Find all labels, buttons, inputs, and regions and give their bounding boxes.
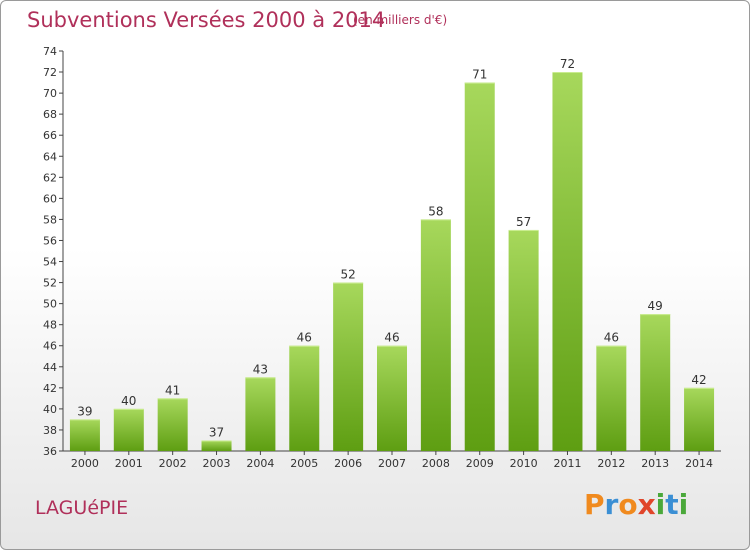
bar-value-label: 71 (472, 68, 487, 82)
y-tick-label: 68 (43, 108, 57, 121)
bar (157, 398, 188, 451)
y-tick-label: 36 (43, 445, 57, 458)
x-tick-label: 2014 (685, 457, 713, 470)
bar (333, 282, 364, 451)
bar (69, 419, 100, 451)
x-tick-label: 2005 (290, 457, 318, 470)
x-tick-label: 2013 (641, 457, 669, 470)
y-tick-label: 56 (43, 234, 57, 247)
chart-bars: 39 40 41 37 43 46 52 46 58 71 57 72 46 49 42 (69, 57, 715, 451)
x-tick-label: 2003 (203, 457, 231, 470)
x-tick-label: 2006 (334, 457, 362, 470)
chart-title: Subventions Versées 2000 à 2014 (27, 8, 386, 32)
bar-value-label: 40 (121, 394, 136, 408)
bar-value-label: 57 (516, 215, 531, 229)
bar (640, 314, 671, 451)
y-tick-label: 74 (43, 45, 57, 58)
commune-name: LAGUéPIE (35, 497, 129, 519)
bar-value-label: 41 (165, 383, 180, 397)
bar (596, 345, 627, 451)
bar-value-label: 72 (560, 57, 575, 71)
y-tick-label: 44 (43, 361, 57, 374)
y-tick-label: 42 (43, 382, 57, 395)
bar (552, 72, 583, 451)
y-tick-label: 50 (43, 298, 57, 311)
chart-axes: 36 38 40 42 44 46 48 50 52 54 56 58 60 62 64 66 68 70 72 74… (43, 45, 721, 470)
bar-value-label: 42 (691, 373, 706, 387)
bar-value-label: 52 (340, 268, 355, 282)
y-tick-label: 60 (43, 192, 57, 205)
x-tick-label: 2000 (71, 457, 99, 470)
bar-value-label: 46 (384, 331, 399, 345)
x-tick-label: 2012 (597, 457, 625, 470)
bar-value-label: 46 (297, 331, 312, 345)
x-tick-label: 2007 (378, 457, 406, 470)
y-tick-label: 40 (43, 403, 57, 416)
y-tick-label: 48 (43, 319, 57, 332)
bar-value-label: 58 (428, 204, 443, 218)
x-tick-label: 2004 (246, 457, 274, 470)
bar (201, 440, 232, 451)
x-tick-label: 2008 (422, 457, 450, 470)
x-tick-label: 2010 (510, 457, 538, 470)
y-tick-label: 64 (43, 150, 57, 163)
bar (420, 219, 451, 451)
proxiti-logo: Proxiti (584, 488, 689, 521)
chart-subtitle: (en milliers d'€) (353, 13, 448, 27)
bar (377, 345, 407, 451)
y-tick-label: 70 (43, 87, 57, 100)
bar (245, 377, 276, 451)
bar-value-label: 43 (253, 362, 268, 376)
bar-value-label: 37 (209, 425, 224, 439)
x-tick-label: 2001 (115, 457, 143, 470)
y-tick-label: 38 (43, 424, 57, 437)
bar (508, 229, 539, 451)
y-tick-label: 54 (43, 256, 57, 269)
x-tick-label: 2009 (466, 457, 494, 470)
y-tick-label: 58 (43, 213, 57, 226)
y-tick-label: 52 (43, 277, 57, 290)
y-tick-label: 62 (43, 171, 57, 184)
bar-value-label: 49 (648, 299, 663, 313)
bar-value-label: 46 (604, 331, 619, 345)
bar (684, 387, 715, 451)
x-tick-label: 2011 (553, 457, 581, 470)
x-tick-label: 2002 (159, 457, 187, 470)
bar-value-label: 39 (77, 404, 92, 418)
y-tick-label: 46 (43, 340, 57, 353)
bar (464, 82, 495, 451)
bar (113, 408, 144, 451)
y-tick-label: 72 (43, 66, 57, 79)
y-tick-label: 66 (43, 129, 57, 142)
bar (289, 345, 320, 451)
